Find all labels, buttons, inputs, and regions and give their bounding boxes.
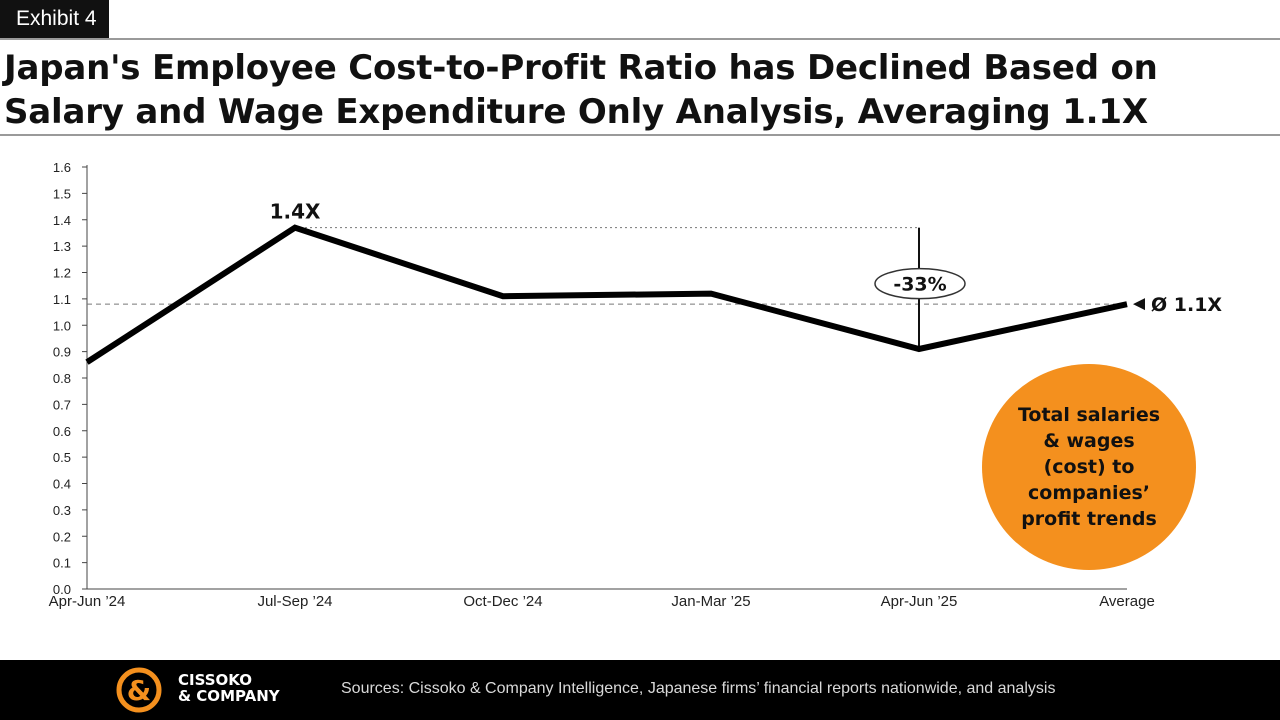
- y-tick-label: 0.7: [53, 397, 71, 412]
- line-chart: 0.0 0.1 0.2 0.3 0.4 0.5 0.6 0.7 0.8 0.9 1.0 1.1 1.2 1…: [49, 160, 1223, 610]
- y-tick-label: 1.4: [53, 213, 71, 228]
- brand-line-1: CISSOKO: [178, 671, 252, 689]
- svg-text:&: &: [127, 674, 151, 707]
- footer: & CISSOKO & COMPANY Sources: Cissoko & C…: [0, 660, 1280, 720]
- y-tick-label: 0.5: [53, 450, 71, 465]
- company-logo-icon: &: [116, 667, 162, 713]
- y-tick-label: 0.2: [53, 529, 71, 544]
- x-tick-label: Oct-Dec ’24: [463, 593, 542, 610]
- x-tick-label: Jul-Sep ’24: [257, 593, 332, 610]
- y-tick-label: 1.5: [53, 186, 71, 201]
- y-tick-label: 0.0: [53, 582, 71, 597]
- y-tick-label: 1.1: [53, 292, 71, 307]
- y-tick-label: 0.1: [53, 556, 71, 571]
- badge-text: Total salaries & wages (cost) to compani…: [1017, 404, 1161, 530]
- brand-name: CISSOKO & COMPANY: [178, 672, 280, 704]
- title-bottom-rule: [0, 134, 1280, 136]
- series-line: [85, 224, 1128, 365]
- x-tick-label: Apr-Jun ’24: [49, 593, 126, 610]
- y-tick-label: 1.0: [53, 318, 71, 333]
- y-tick-label: 0.4: [53, 477, 71, 492]
- x-tick-label: Average: [1099, 593, 1155, 610]
- y-tick-label: 0.9: [53, 345, 71, 360]
- y-tick-label: 0.3: [53, 503, 71, 518]
- y-tick-label: 1.3: [53, 239, 71, 254]
- page-title: Japan's Employee Cost-to-Profit Ratio ha…: [4, 48, 1158, 132]
- average-marker-icon: [1133, 298, 1145, 311]
- title-top-rule: [0, 38, 1280, 40]
- y-tick-label: 0.8: [53, 371, 71, 386]
- x-tick-label: Jan-Mar ’25: [671, 593, 750, 610]
- y-tick-label: 1.2: [53, 266, 71, 281]
- exhibit-label: Exhibit 4: [0, 0, 109, 38]
- peak-label: 1.4X: [270, 200, 321, 224]
- change-bubble: [874, 267, 966, 300]
- average-label: Ø 1.1X: [1151, 294, 1222, 316]
- y-tick-label: 0.6: [53, 424, 71, 439]
- sources-text: Sources: Cissoko & Company Intelligence,…: [341, 680, 1056, 697]
- y-tick-label: 1.6: [53, 160, 71, 175]
- change-label: -33%: [893, 274, 946, 296]
- x-tick-label: Apr-Jun ’25: [881, 593, 958, 610]
- info-badge: Total salaries & wages (cost) to compani…: [982, 364, 1196, 570]
- brand-line-2: & COMPANY: [178, 687, 280, 705]
